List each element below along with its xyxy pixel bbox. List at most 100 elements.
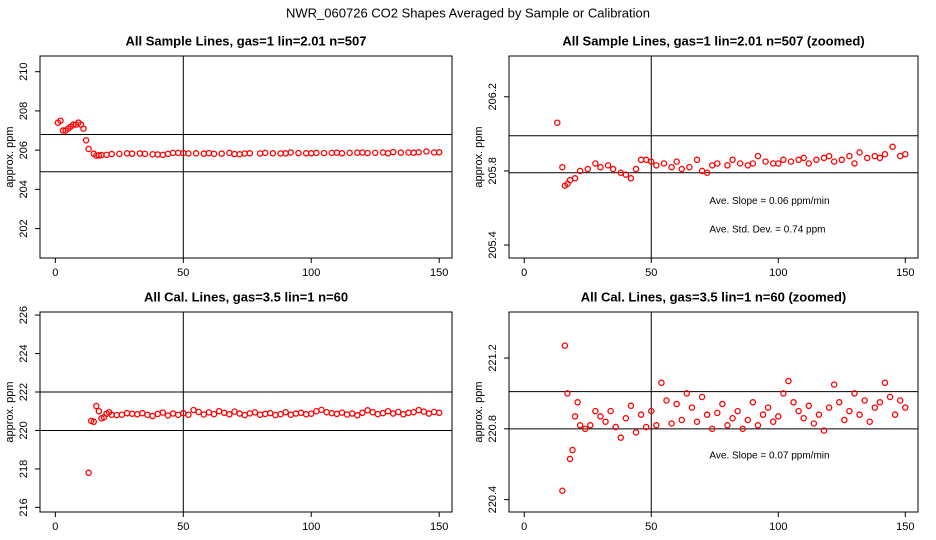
plot-area xyxy=(40,312,452,512)
point xyxy=(714,160,721,167)
point xyxy=(780,390,787,397)
point xyxy=(632,429,640,436)
point xyxy=(333,410,341,418)
point xyxy=(313,407,320,415)
point xyxy=(287,149,295,156)
point xyxy=(348,410,356,417)
point xyxy=(896,152,904,160)
point xyxy=(825,152,833,160)
point xyxy=(673,400,680,408)
x-tick-label: 100 xyxy=(769,267,787,279)
point xyxy=(410,149,417,156)
point xyxy=(592,407,599,415)
y-tick-label: 205.4 xyxy=(487,231,499,259)
point xyxy=(389,148,397,156)
point xyxy=(673,158,680,165)
panel: All Cal. Lines, gas=3.5 lin=1 n=60 (zoom… xyxy=(473,289,919,533)
point xyxy=(815,411,823,418)
point xyxy=(576,167,584,175)
point xyxy=(195,408,202,416)
point xyxy=(775,160,782,167)
point xyxy=(144,411,151,419)
point xyxy=(215,407,223,415)
point xyxy=(251,409,259,416)
plot-area xyxy=(509,312,918,512)
point xyxy=(226,149,233,157)
point xyxy=(95,407,103,415)
point xyxy=(282,408,289,416)
point xyxy=(236,151,243,158)
point xyxy=(734,407,741,415)
plot-area xyxy=(40,56,452,258)
point xyxy=(881,150,889,158)
y-tick-label: 221.2 xyxy=(487,344,499,372)
plot-area xyxy=(509,56,918,258)
point xyxy=(397,149,405,156)
point xyxy=(587,422,594,429)
point xyxy=(149,151,156,158)
point xyxy=(389,410,397,417)
panel: All Sample Lines, gas=1 lin=2.01 n=507 (… xyxy=(473,33,919,279)
point xyxy=(703,169,711,177)
point xyxy=(686,163,693,171)
point xyxy=(902,404,909,411)
point xyxy=(714,409,721,417)
panel-title: All Cal. Lines, gas=3.5 lin=1 n=60 xyxy=(144,289,348,304)
y-tick-label: 206 xyxy=(18,141,30,159)
x-tick-label: 150 xyxy=(896,267,914,279)
y-tick-label: 208 xyxy=(18,102,30,120)
panel: All Cal. Lines, gas=3.5 lin=1 n=60 0 50 100… xyxy=(4,289,453,533)
y-tick-label: 220 xyxy=(18,421,30,439)
point xyxy=(269,150,277,157)
point xyxy=(323,408,330,416)
point xyxy=(425,410,433,417)
point xyxy=(856,411,863,418)
point xyxy=(762,158,769,165)
point xyxy=(113,411,121,419)
point xyxy=(846,152,853,160)
point xyxy=(683,390,691,397)
point xyxy=(241,150,248,157)
point xyxy=(123,409,131,417)
point xyxy=(856,149,863,156)
y-axis-label: approx. ppm xyxy=(4,126,16,187)
point xyxy=(346,149,353,157)
point xyxy=(85,469,92,477)
point xyxy=(139,409,146,417)
point xyxy=(724,422,731,429)
point xyxy=(359,409,366,417)
point xyxy=(660,160,668,167)
point xyxy=(141,150,149,158)
point xyxy=(118,411,126,418)
point xyxy=(617,434,625,441)
point xyxy=(729,414,736,422)
x-tick-label: 150 xyxy=(430,521,448,533)
point xyxy=(835,399,843,406)
point xyxy=(724,162,731,169)
point xyxy=(267,409,274,417)
point xyxy=(374,410,382,418)
y-tick-label: 218 xyxy=(18,460,30,478)
point xyxy=(642,423,650,431)
y-tick-label: 206.2 xyxy=(487,83,499,111)
point xyxy=(210,410,218,418)
point xyxy=(729,156,736,164)
point xyxy=(564,390,571,397)
point xyxy=(810,420,818,427)
point xyxy=(57,117,64,124)
point xyxy=(154,410,161,418)
point xyxy=(648,158,655,165)
point xyxy=(871,404,879,411)
point xyxy=(82,137,90,144)
point xyxy=(128,150,136,157)
point xyxy=(343,411,351,418)
y-tick-label: 204 xyxy=(18,180,30,198)
annotation: Ave. Slope = 0.07 ppm/min xyxy=(709,451,829,462)
point xyxy=(359,149,366,156)
point xyxy=(571,175,579,182)
point xyxy=(820,427,828,434)
point xyxy=(574,399,581,406)
point xyxy=(369,408,376,416)
point xyxy=(805,402,813,410)
